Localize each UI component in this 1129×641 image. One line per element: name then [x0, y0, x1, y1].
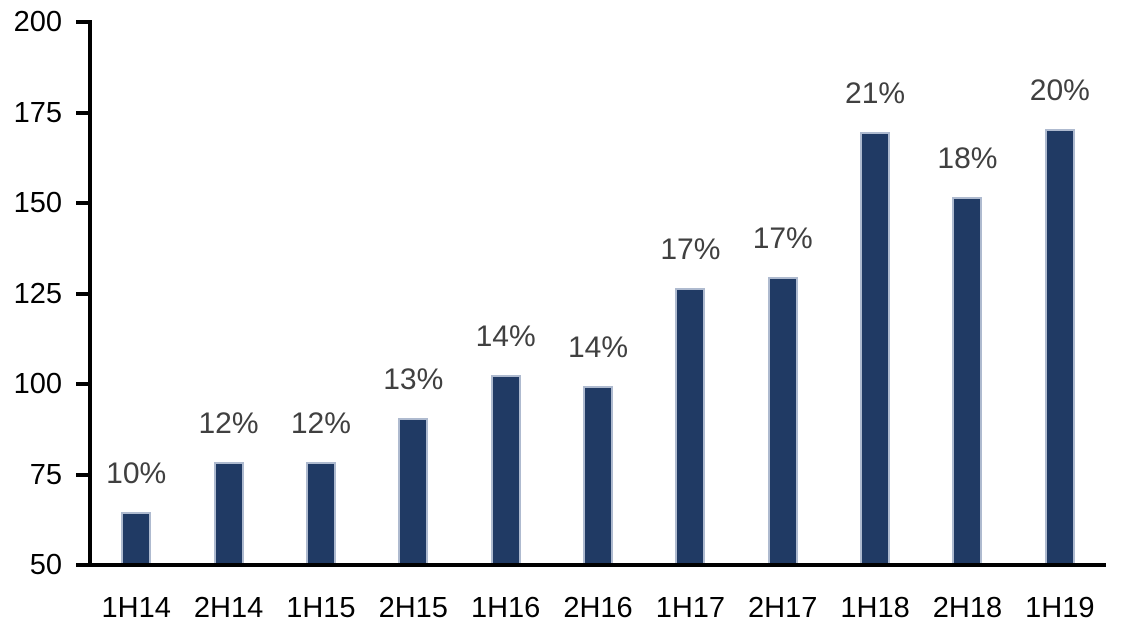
bar [860, 132, 891, 563]
bar [1044, 128, 1075, 563]
x-tick-label: 1H14 [101, 592, 171, 624]
x-tick-label: 1H18 [840, 592, 910, 624]
y-tick-mark [76, 382, 88, 386]
y-tick-mark [76, 291, 88, 296]
bar [213, 461, 244, 563]
y-tick-mark [76, 472, 88, 477]
bar-value-label: 12% [290, 406, 351, 440]
bar [121, 512, 152, 563]
x-tick-label: 1H19 [1025, 592, 1095, 624]
bar-value-label: 18% [937, 142, 998, 176]
bar-value-label: 14% [567, 330, 629, 364]
y-tick-label: 100 [13, 368, 62, 400]
bar [305, 461, 336, 563]
x-tick-label: 2H16 [563, 592, 633, 624]
y-tick-mark [76, 201, 88, 205]
y-tick-label: 150 [13, 187, 62, 219]
y-tick-label: 50 [29, 549, 62, 581]
bar-value-label: 14% [475, 319, 536, 353]
y-axis-line [88, 20, 92, 567]
bar-value-label: 12% [198, 406, 259, 440]
x-tick-label: 1H15 [286, 592, 356, 624]
y-tick-mark [76, 110, 88, 115]
x-tick-label: 1H16 [470, 592, 541, 624]
bar-value-label: 17% [752, 222, 813, 256]
bar-value-label: 17% [660, 232, 721, 266]
bar-value-label: 13% [383, 363, 444, 397]
y-tick-label: 175 [13, 96, 62, 129]
bar [767, 277, 798, 563]
y-tick-label: 125 [13, 277, 62, 310]
x-tick-label: 2H17 [748, 592, 818, 624]
x-tick-label: 2H18 [932, 592, 1003, 624]
x-axis-line [88, 563, 1106, 567]
bar-value-label: 10% [106, 457, 167, 491]
y-tick-label: 75 [29, 458, 62, 491]
y-tick-mark [76, 563, 88, 567]
bar-value-label: 21% [845, 77, 906, 111]
x-tick-label: 2H14 [193, 592, 264, 624]
bar-value-label: 20% [1029, 73, 1090, 107]
bar [583, 385, 613, 563]
x-tick-label: 1H17 [655, 592, 726, 624]
bar [398, 418, 429, 563]
y-tick-mark [76, 20, 88, 24]
bar [952, 197, 983, 563]
y-tick-label: 200 [13, 6, 62, 38]
bar [675, 287, 706, 563]
x-tick-label: 2H15 [378, 592, 448, 624]
bar [490, 374, 521, 563]
